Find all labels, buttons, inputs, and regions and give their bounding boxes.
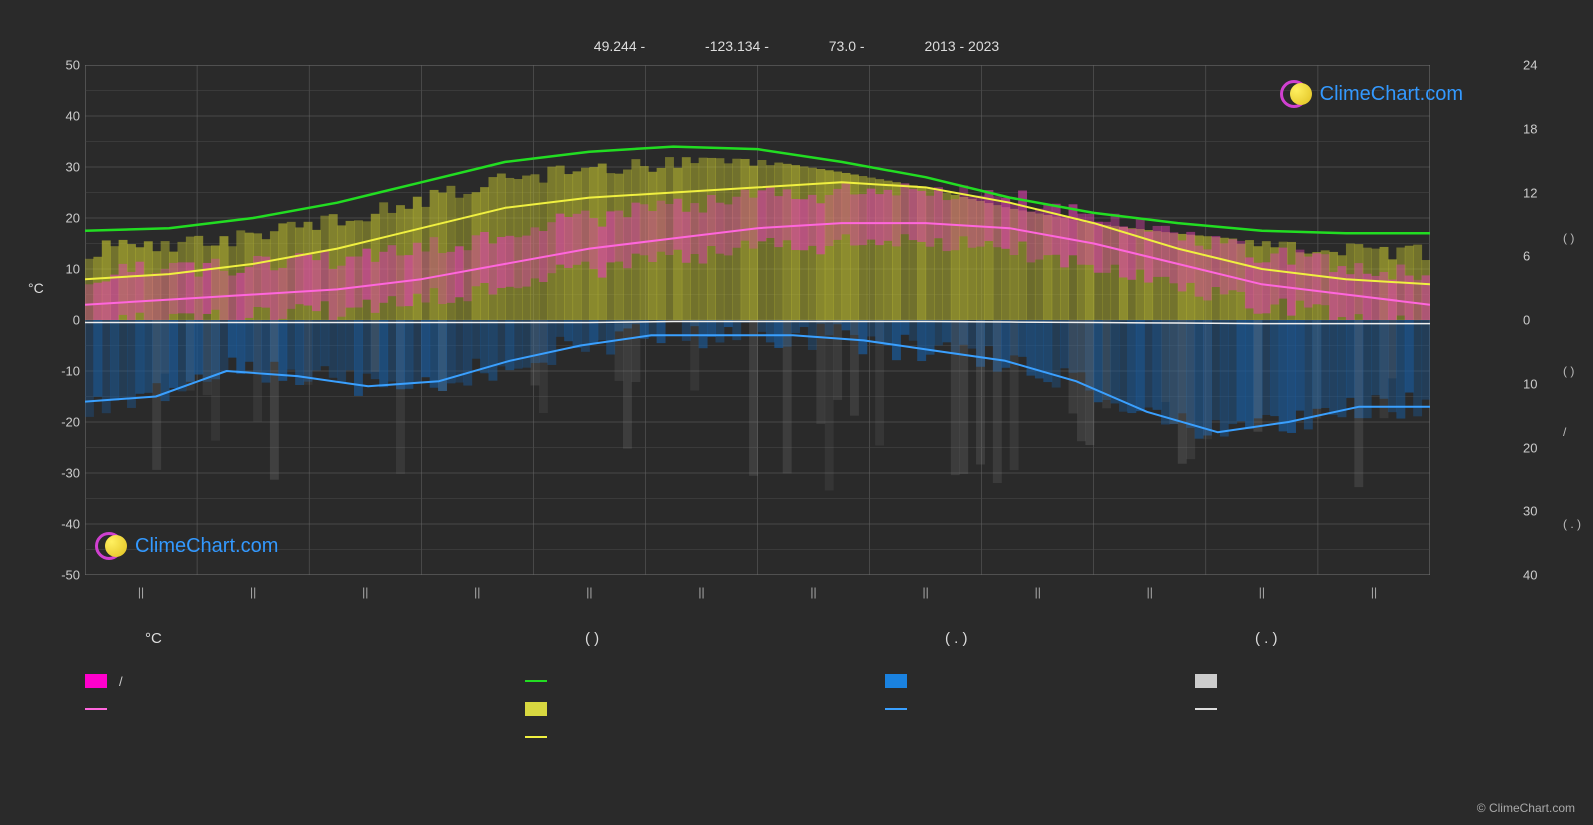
y-right-axis-labels: ( ) ( ) / ( . ) xyxy=(1563,65,1583,575)
y-left-tick: 20 xyxy=(50,211,80,226)
legend-header: ( ) xyxy=(585,630,825,647)
y-left-tick: 40 xyxy=(50,109,80,124)
y-left-ticks: 50403020100-10-20-30-40-50 xyxy=(50,65,80,575)
y-left-tick: -10 xyxy=(50,364,80,379)
y-left-tick: -20 xyxy=(50,415,80,430)
y-left-axis-label: °C xyxy=(28,280,44,296)
y-left-tick: 30 xyxy=(50,160,80,175)
y-right-unit: ( ) xyxy=(1563,231,1583,245)
legend-label: / xyxy=(119,674,123,689)
chart-plot-area xyxy=(85,65,1430,575)
y-right-unit: / xyxy=(1563,425,1583,439)
watermark-bottom: ClimeChart.com xyxy=(95,530,278,562)
x-tick: || xyxy=(810,585,816,599)
meta-elev: 73.0 - xyxy=(829,38,865,54)
legend-header: °C xyxy=(145,630,385,647)
legend-swatch xyxy=(1195,674,1217,688)
x-tick: || xyxy=(250,585,256,599)
meta-row: 49.244 - -123.134 - 73.0 - 2013 - 2023 xyxy=(0,38,1593,54)
y-left-tick: 10 xyxy=(50,262,80,277)
legend-line xyxy=(885,708,907,710)
legend-item xyxy=(885,695,1185,723)
legend-item xyxy=(85,695,385,723)
legend-swatch xyxy=(85,674,107,688)
y-right-tick: 18 xyxy=(1523,121,1553,136)
legend-item xyxy=(885,667,1185,695)
legend-header: ( . ) xyxy=(1255,630,1495,647)
x-tick: || xyxy=(923,585,929,599)
legend-column: ( . ) xyxy=(885,630,1185,723)
y-left-tick: 0 xyxy=(50,313,80,328)
chart-svg xyxy=(85,65,1430,575)
legend-line xyxy=(1195,708,1217,710)
legend-line xyxy=(85,708,107,710)
x-tick: || xyxy=(698,585,704,599)
legend-header: ( . ) xyxy=(945,630,1185,647)
y-left-tick: -50 xyxy=(50,568,80,583)
x-tick: || xyxy=(586,585,592,599)
y-right-tick: 40 xyxy=(1523,568,1553,583)
legend-column: °C / xyxy=(85,630,385,723)
y-right-tick: 24 xyxy=(1523,58,1553,73)
legend-item xyxy=(1195,695,1495,723)
legend-swatch xyxy=(885,674,907,688)
brand-text: ClimeChart.com xyxy=(1320,83,1463,106)
x-ticks: || || || || || || || || || || || || xyxy=(85,585,1430,605)
legend-item: / xyxy=(85,667,385,695)
x-tick: || xyxy=(1147,585,1153,599)
y-left-tick: -40 xyxy=(50,517,80,532)
legend-line xyxy=(525,680,547,682)
y-right-tick: 30 xyxy=(1523,504,1553,519)
x-tick: || xyxy=(474,585,480,599)
watermark-top: ClimeChart.com xyxy=(1280,78,1463,110)
legend-line xyxy=(525,736,547,738)
y-right-tick: 0 xyxy=(1523,313,1553,328)
y-right-tick: 12 xyxy=(1523,185,1553,200)
x-tick: || xyxy=(1035,585,1041,599)
x-tick: || xyxy=(1259,585,1265,599)
legend-item xyxy=(525,695,825,723)
y-right-tick: 10 xyxy=(1523,376,1553,391)
meta-lat: 49.244 - xyxy=(594,38,645,54)
legend-swatch xyxy=(525,702,547,716)
legend-item xyxy=(525,723,825,751)
legend-item xyxy=(525,667,825,695)
meta-years: 2013 - 2023 xyxy=(924,38,999,54)
y-left-tick: 50 xyxy=(50,58,80,73)
x-tick: || xyxy=(1371,585,1377,599)
y-right-tick: 20 xyxy=(1523,440,1553,455)
y-right-ticks: 2418126010203040 xyxy=(1523,65,1553,575)
meta-lon: -123.134 - xyxy=(705,38,769,54)
legend-item xyxy=(1195,667,1495,695)
y-right-unit: ( . ) xyxy=(1563,517,1583,531)
copyright: © ClimeChart.com xyxy=(1477,801,1575,815)
y-right-tick: 6 xyxy=(1523,249,1553,264)
x-tick: || xyxy=(138,585,144,599)
brand-icon xyxy=(1280,78,1312,110)
legend-column: ( . ) xyxy=(1195,630,1495,723)
y-left-tick: -30 xyxy=(50,466,80,481)
brand-icon xyxy=(95,530,127,562)
y-right-unit: ( ) xyxy=(1563,364,1583,378)
legend-column: ( ) xyxy=(525,630,825,751)
x-tick: || xyxy=(362,585,368,599)
brand-text: ClimeChart.com xyxy=(135,535,278,558)
